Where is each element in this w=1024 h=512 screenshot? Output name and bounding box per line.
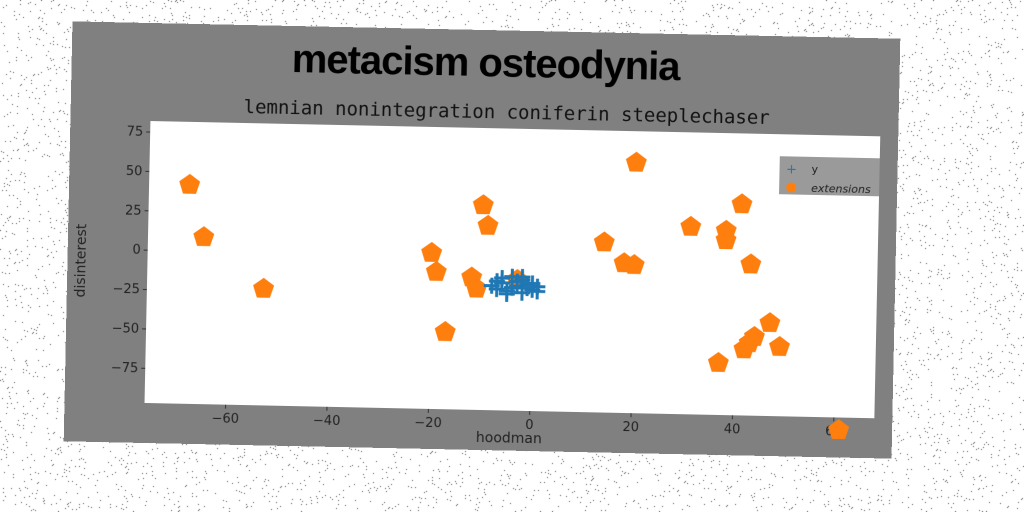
legend-marker-y: +: [786, 162, 797, 177]
extensions-point: [731, 193, 753, 214]
extensions-point: [466, 277, 488, 298]
x-tick-label: 40: [724, 422, 741, 437]
legend-marker-extensions: [786, 182, 797, 193]
extensions-point: [477, 214, 499, 235]
extensions-point: [744, 325, 765, 346]
legend-label-extensions: extensions: [811, 182, 871, 196]
x-tick-label: 0: [525, 418, 534, 433]
extensions-point: [434, 321, 456, 342]
extensions-point: [425, 260, 447, 281]
x-tick-label: −60: [211, 411, 239, 427]
extensions-point: [253, 277, 275, 298]
x-axis-label: hoodman: [476, 430, 542, 447]
extensions-point: [769, 335, 790, 356]
y-point: [514, 268, 531, 285]
y-point: [498, 285, 515, 302]
extensions-point: [828, 419, 850, 440]
y-tick-label: 0: [132, 243, 141, 258]
extensions-point: [740, 253, 762, 274]
y-point: [529, 278, 546, 295]
y-tick-label: 75: [126, 125, 143, 140]
y-tick-label: 25: [125, 203, 142, 218]
y-point: [519, 280, 536, 297]
extensions-point: [179, 173, 201, 194]
x-tick-label: −40: [313, 414, 341, 430]
extensions-point: [759, 312, 781, 333]
data-marks: [179, 151, 850, 440]
extensions-point: [593, 231, 615, 252]
scatter-chart: metacism osteodynia lemnian nonintegrati…: [73, 37, 881, 447]
y-tick-label: 50: [126, 164, 143, 179]
chart-title: metacism osteodynia: [291, 37, 681, 89]
y-tick-label: −50: [111, 321, 139, 337]
y-point: [509, 278, 526, 295]
extensions-point: [715, 219, 737, 240]
legend-label-y: y: [811, 163, 818, 176]
legend-box: [779, 156, 880, 197]
extensions-point: [472, 194, 494, 215]
y-point: [488, 273, 505, 290]
extensions-point: [680, 215, 702, 236]
extensions-point: [625, 151, 647, 172]
chart-subtitle: lemnian nonintegration coniferin steeple…: [243, 96, 770, 129]
extensions-point: [421, 241, 443, 262]
y-axis-label: disinterest: [73, 223, 91, 298]
chart-card: metacism osteodynia lemnian nonintegrati…: [63, 21, 901, 459]
legend: + y extensions: [779, 156, 880, 197]
extensions-point: [707, 351, 729, 373]
extensions-point: [193, 226, 215, 247]
y-tick-label: −25: [112, 282, 140, 298]
y-tick-label: −75: [111, 361, 139, 377]
x-tick-label: −20: [414, 416, 442, 432]
extensions-point: [623, 254, 645, 275]
x-tick-label: 20: [622, 420, 639, 435]
